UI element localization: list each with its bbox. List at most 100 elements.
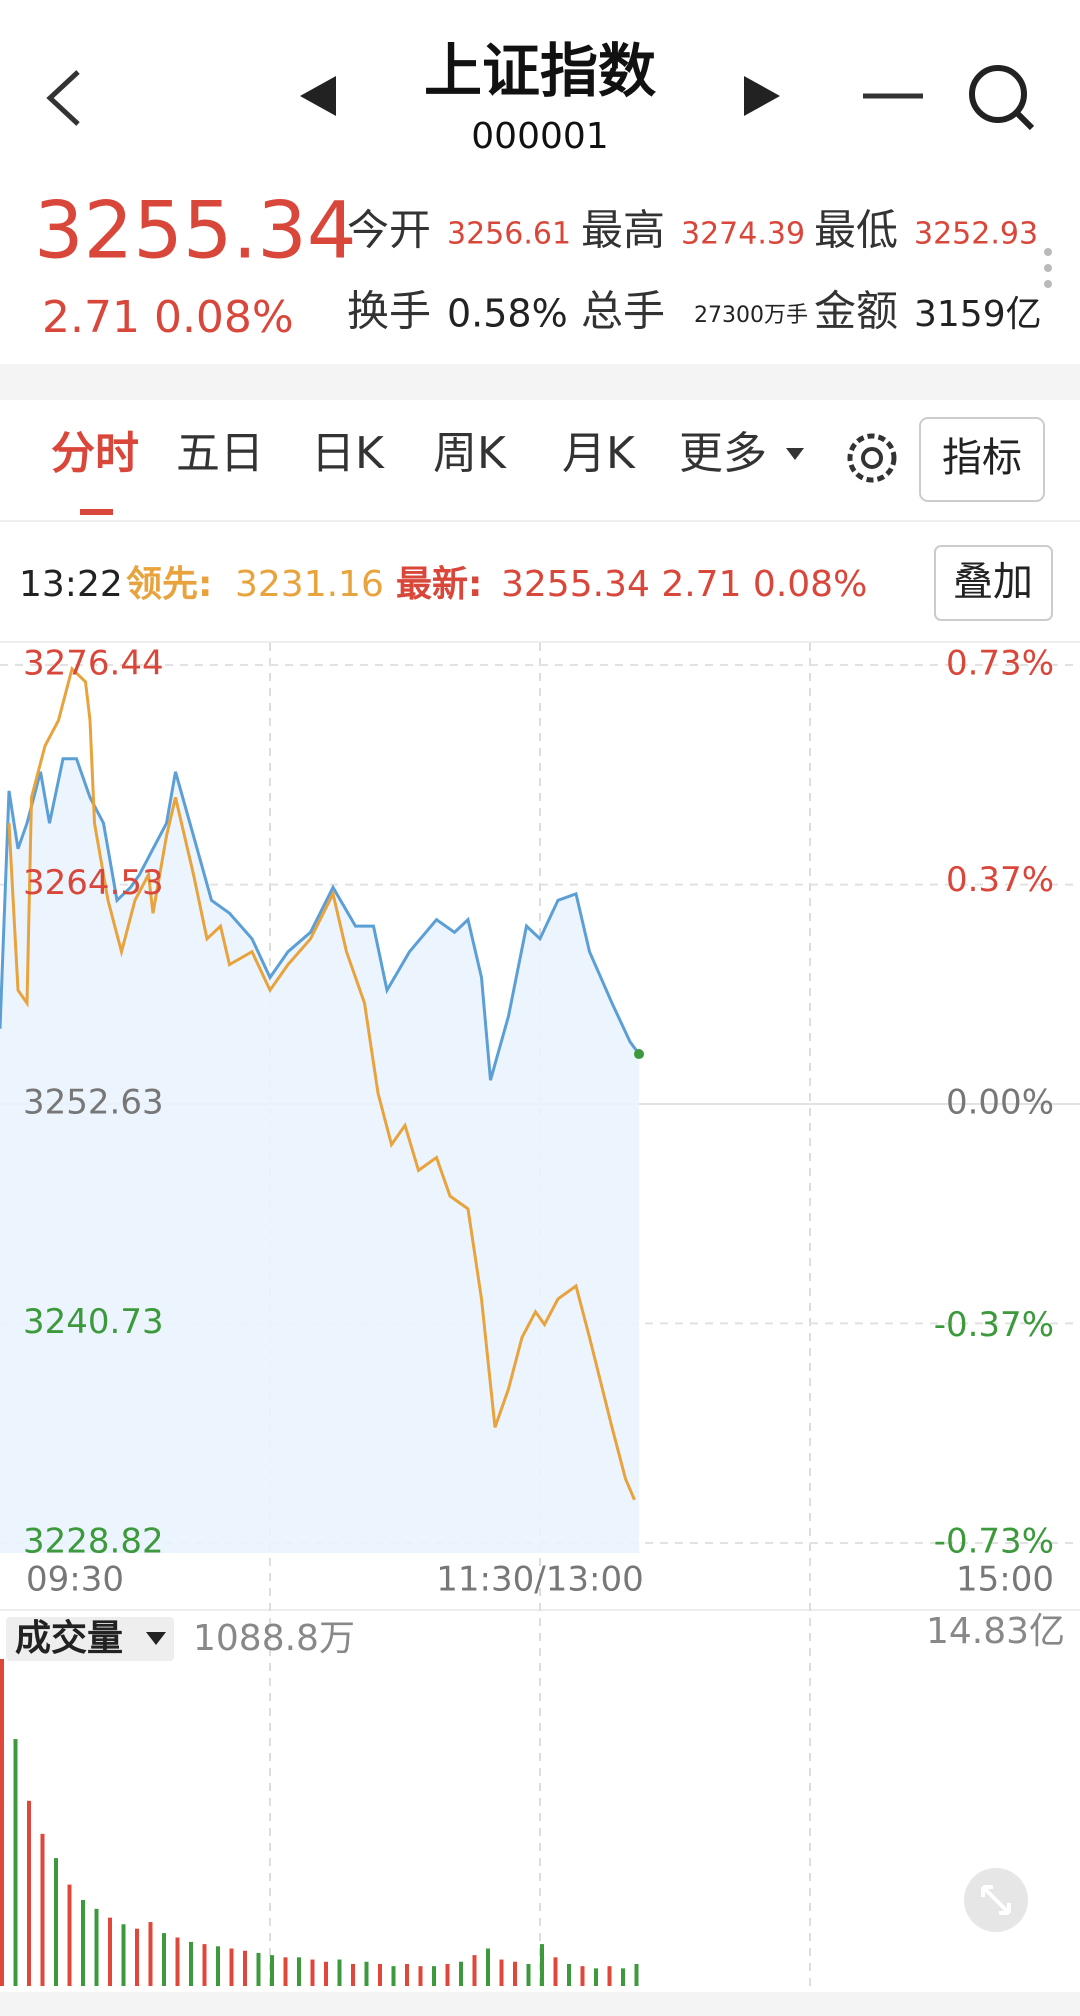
gear-inner	[861, 447, 883, 469]
expand-arrows	[981, 1885, 1011, 1915]
dropdown-arrow	[786, 448, 804, 460]
stat-value: 0.58%	[447, 292, 568, 336]
volume-bar	[378, 1963, 382, 1986]
search-handle	[1014, 110, 1035, 131]
last-point	[634, 1049, 644, 1060]
volume-bar	[67, 1884, 72, 1986]
stat-value: 3252.93	[914, 217, 1038, 252]
overlay-button[interactable]	[934, 545, 1053, 621]
volume-bar	[445, 1963, 450, 1986]
marks: 今开 3256.61 最高 3274.39 最低 3252.93 换手 0.58% 总手 2730…	[0, 206, 1080, 1990]
title: 上证指数	[424, 37, 656, 105]
x-tick-label: 11:30/13:00	[436, 1560, 643, 1600]
y2-tick-label: 0.73%	[946, 644, 1054, 684]
volume-bar	[310, 1959, 315, 1986]
expand-button[interactable]	[964, 1868, 1028, 1932]
volume-bar	[94, 1908, 99, 1986]
latest-value: 3255.34 2.71 0.08%	[501, 564, 867, 605]
gear-outer	[847, 433, 897, 483]
volume-bar	[0, 1659, 4, 1986]
x-tick-label: 09:30	[26, 1560, 124, 1600]
code: 000001	[471, 116, 608, 157]
volume-bar	[229, 1948, 234, 1986]
prev-button[interactable]	[300, 76, 336, 116]
volume-bar	[162, 1933, 166, 1986]
stat-value: 3159亿	[914, 294, 1042, 335]
stat-label: 金额	[814, 287, 898, 336]
volume-bar	[499, 1959, 504, 1986]
indicator-button[interactable]	[919, 417, 1045, 502]
volume-bar	[189, 1941, 193, 1986]
volume-bar	[81, 1900, 85, 1986]
tab[interactable]: 日K	[311, 428, 385, 479]
volume-bar	[553, 1957, 558, 1986]
stat-label: 总手	[581, 287, 665, 336]
volume-bar	[216, 1946, 220, 1986]
volume-bar	[621, 1968, 625, 1986]
separator	[0, 364, 1080, 400]
stat-value: 27300万手	[694, 303, 808, 328]
y2-tick-label: 0.37%	[946, 860, 1054, 900]
y2-tick-label: -0.37%	[934, 1305, 1054, 1345]
price: 3255.34	[34, 186, 357, 276]
volume-current: 1088.8万	[193, 1618, 355, 1659]
volume-bar	[283, 1957, 288, 1986]
line	[0, 757, 641, 1081]
overlay-label: 叠加	[953, 559, 1033, 605]
tab[interactable]: 分时	[51, 428, 139, 479]
volume-bar	[418, 1966, 423, 1986]
volume-bar	[324, 1961, 328, 1986]
latest-label: 最新:	[396, 564, 482, 605]
volume-bar	[540, 1944, 544, 1986]
volume-bar	[364, 1961, 369, 1986]
volume-bar	[13, 1739, 18, 1986]
volume-bar	[337, 1959, 342, 1986]
volume-bar	[270, 1955, 274, 1986]
y2-tick-label: -0.73%	[934, 1522, 1054, 1562]
volume-bar	[27, 1800, 31, 1986]
volume-bar	[40, 1833, 45, 1986]
volume-bar	[297, 1957, 301, 1986]
stat-value: 3274.39	[681, 217, 805, 252]
bottom-bar	[0, 1992, 1080, 2016]
tab-underline	[80, 509, 113, 515]
volume-bar	[513, 1961, 517, 1986]
y-tick-label: 3276.44	[23, 644, 164, 684]
back-button[interactable]	[46, 70, 80, 126]
volume-bar	[108, 1917, 112, 1986]
volume-bar	[607, 1966, 612, 1986]
more-dot	[1044, 280, 1052, 288]
y2-tick-label: 0.00%	[946, 1083, 1054, 1123]
volume-tick-label: 14.83亿	[926, 1611, 1065, 1652]
volume-bar	[432, 1966, 436, 1986]
y-tick-label: 3228.82	[23, 1522, 164, 1562]
volume-bar	[148, 1922, 153, 1986]
volume-bar	[580, 1966, 585, 1986]
volume-bar	[243, 1950, 247, 1986]
tab[interactable]: 更多	[679, 428, 767, 479]
search-button[interactable]	[969, 65, 1035, 131]
tab[interactable]: 月K	[562, 428, 636, 479]
tab[interactable]: 五日	[176, 428, 264, 479]
settings-button[interactable]	[847, 433, 897, 483]
volume-bar	[634, 1963, 639, 1986]
more-dot	[1044, 248, 1052, 256]
volume-bar	[54, 1858, 58, 1986]
x-tick-label: 15:00	[956, 1560, 1054, 1600]
volume-bar	[202, 1944, 207, 1986]
volume-bar	[175, 1937, 180, 1986]
y-tick-label: 3252.63	[23, 1083, 164, 1123]
stat-label: 最低	[814, 206, 898, 255]
y-tick-label: 3264.53	[23, 863, 164, 903]
volume-bar	[256, 1952, 261, 1986]
volume-label: 成交量	[15, 1617, 123, 1659]
volume-selector[interactable]	[6, 1617, 174, 1661]
next-button[interactable]	[744, 76, 780, 116]
y-tick-label: 3240.73	[23, 1302, 164, 1342]
volume-bar	[405, 1963, 409, 1986]
tab[interactable]: 周K	[433, 428, 507, 479]
stat-value: 3256.61	[447, 217, 571, 252]
volume-bar	[526, 1963, 531, 1986]
